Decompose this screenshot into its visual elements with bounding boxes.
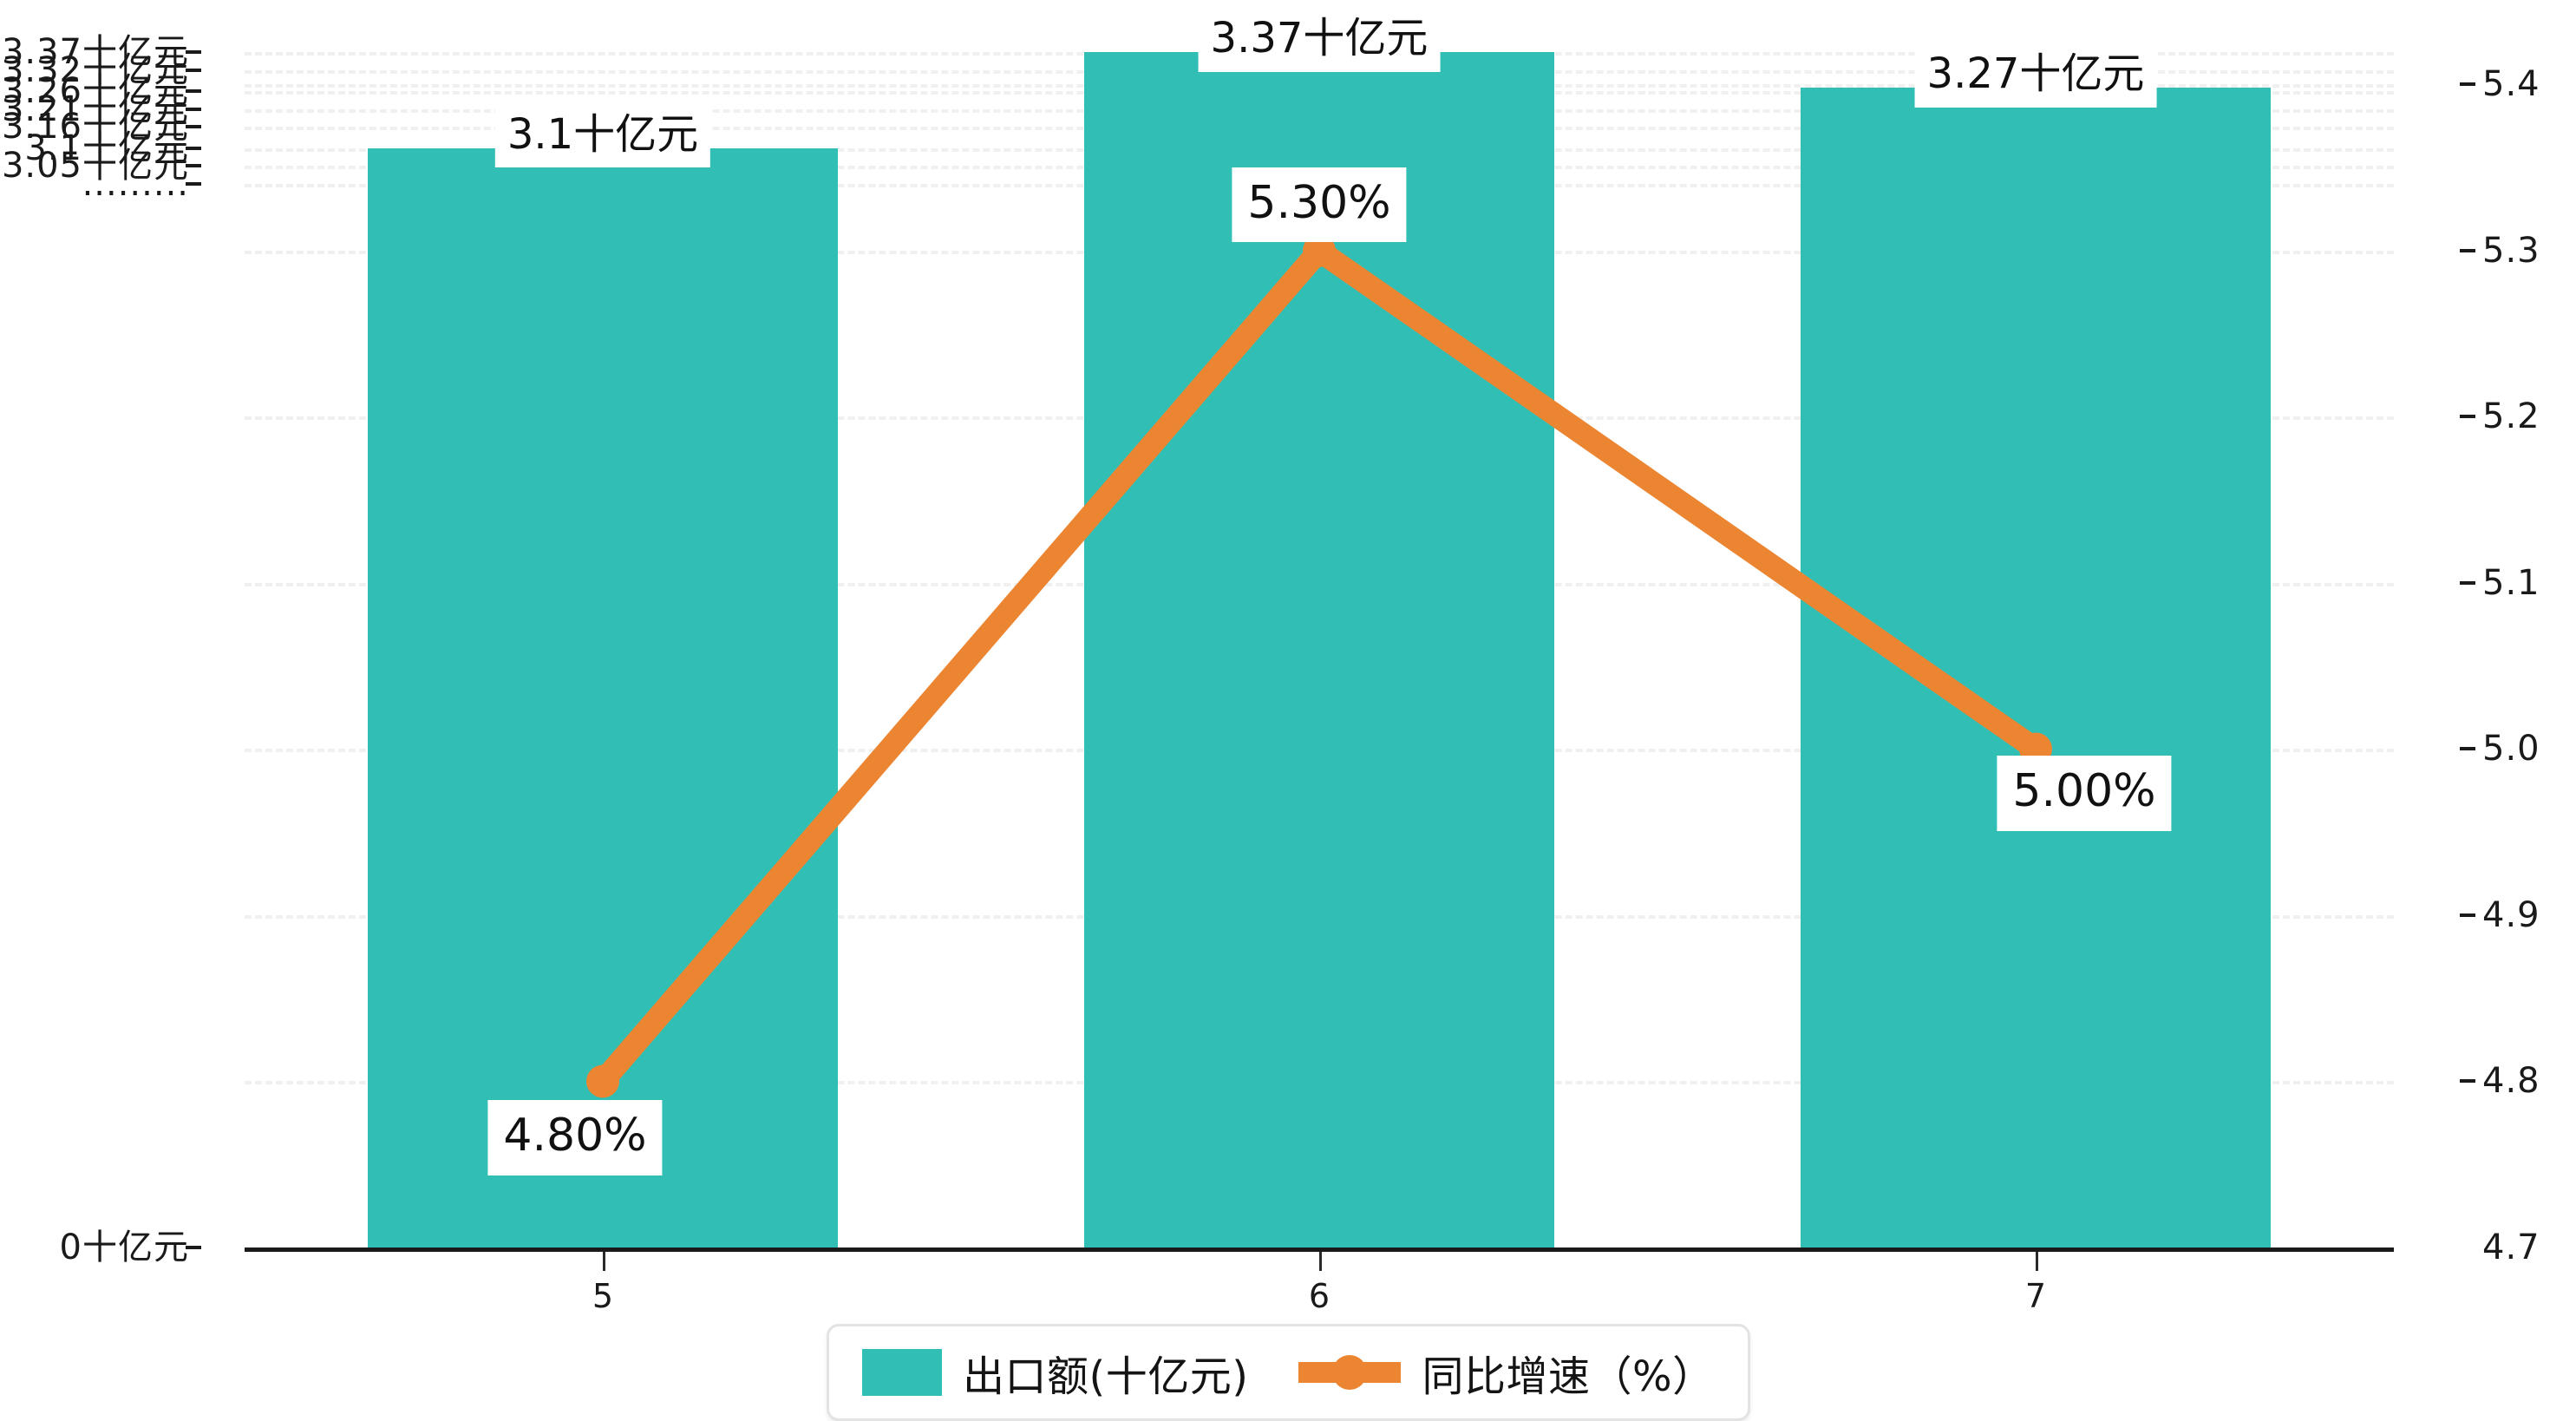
- x-axis-tick-label: 6: [1308, 1277, 1330, 1315]
- right-axis-tick-label: 5.0: [2482, 729, 2540, 769]
- bar-value-label: 3.37十亿元: [1198, 10, 1441, 73]
- right-axis-tick-mark: [2460, 248, 2475, 252]
- legend-item-label: 同比增速（%）: [1422, 1352, 1715, 1401]
- left-axis-tick-label: 3.21十亿元: [1, 88, 189, 129]
- right-axis-tick-mark: [2460, 913, 2475, 917]
- legend-dot-icon: [1332, 1355, 1368, 1390]
- left-axis-tick-label: 3.05十亿元: [1, 146, 189, 187]
- bar[interactable]: [1801, 88, 2271, 1247]
- bar-value-label: 3.27十亿元: [1914, 46, 2157, 108]
- left-axis-tick-mark: [186, 164, 201, 168]
- x-axis-tick-label: 7: [2024, 1277, 2047, 1315]
- left-axis-tick-label: 3.16十亿元: [1, 107, 189, 147]
- right-axis-tick-label: 4.9: [2482, 894, 2540, 935]
- legend-item[interactable]: 出口额(十亿元): [862, 1342, 1248, 1403]
- right-axis-tick-label: 4.8: [2482, 1061, 2540, 1102]
- legend-item[interactable]: 同比增速（%）: [1298, 1342, 1714, 1403]
- line-value-label: 5.30%: [1232, 167, 1407, 243]
- legend-line-marker-icon: [1298, 1349, 1402, 1396]
- left-axis-tick-label: 3.1十亿元: [24, 128, 189, 168]
- left-axis-tick-label: .........: [82, 163, 189, 204]
- right-axis-tick-label: 5.2: [2482, 396, 2540, 437]
- right-axis-tick-mark: [2460, 747, 2475, 751]
- left-axis-tick-label: 3.32十亿元: [1, 49, 189, 90]
- x-axis-tick-mark: [1319, 1252, 1322, 1271]
- left-axis-tick-mark: [186, 50, 201, 55]
- left-axis-tick-mark: [186, 68, 201, 72]
- right-axis-tick-label: 5.4: [2482, 64, 2540, 105]
- left-axis-tick-mark: [186, 125, 201, 129]
- left-axis-tick-mark: [186, 181, 201, 186]
- bar-value-label: 3.1十亿元: [494, 106, 711, 168]
- x-axis-tick-mark: [603, 1252, 605, 1271]
- left-axis-tick-mark: [186, 1246, 201, 1249]
- line-value-label: 5.00%: [1997, 756, 2172, 831]
- right-axis-tick-label: 5.3: [2482, 230, 2540, 271]
- right-axis-tick-mark: [2460, 580, 2475, 585]
- left-axis-tick-mark: [186, 107, 201, 111]
- right-axis-tick-label: 5.1: [2482, 562, 2540, 603]
- right-axis-tick-mark: [2460, 82, 2475, 87]
- x-axis-line: [245, 1247, 2394, 1252]
- right-axis-tick-label: 4.7: [2482, 1228, 2540, 1267]
- legend-item-label: 出口额(十亿元): [963, 1352, 1249, 1401]
- left-axis-tick-label: 0十亿元: [59, 1228, 189, 1267]
- left-axis-tick-mark: [186, 146, 201, 150]
- line-value-label: 4.80%: [487, 1100, 663, 1175]
- legend-bar-swatch-icon: [862, 1349, 942, 1396]
- right-axis-tick-mark: [2460, 1079, 2475, 1084]
- left-axis-tick-mark: [186, 89, 201, 94]
- chart-legend[interactable]: 出口额(十亿元) 同比增速（%）: [827, 1324, 1750, 1421]
- x-axis-tick-label: 5: [592, 1277, 614, 1315]
- left-axis-tick-label: 3.37十亿元: [1, 32, 189, 73]
- right-axis-tick-mark: [2460, 415, 2475, 419]
- left-axis-tick-label: 3.26十亿元: [1, 71, 189, 112]
- x-axis-tick-mark: [2036, 1252, 2038, 1271]
- bar[interactable]: [368, 147, 838, 1247]
